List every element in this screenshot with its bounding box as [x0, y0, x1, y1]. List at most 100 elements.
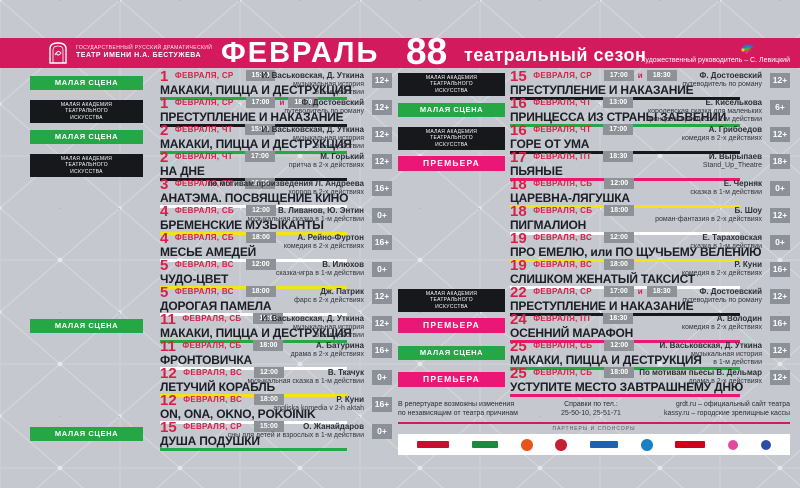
time-badges: 12:00 [245, 205, 276, 222]
date-day: 2 [160, 149, 169, 166]
performance-title: ПИГМАЛИОН [510, 218, 587, 232]
title-underline [510, 394, 740, 397]
performance-genre: фарс в 2-х действиях [294, 296, 364, 304]
date-line: 11 ФЕВРАЛЯ, СБ 12:00 [160, 312, 392, 327]
time-badge: 17:00 [244, 151, 275, 162]
sponsor-navy-mark-icon [760, 439, 771, 450]
performance-title: АНАТЭМА. ПОСВЯЩЕНИЕ КИНО [160, 191, 349, 205]
sponsor-blue-wordmark-icon [589, 441, 618, 449]
date-suffix: ФЕВРАЛЯ, ЧТ [172, 125, 233, 134]
performance-title: ПРЕСТУПЛЕНИЕ И НАКАЗАНИЕ [160, 110, 344, 124]
author-zone: Е. Тараховская сказка в 1-м действии [577, 233, 762, 251]
scene-tag-zone [30, 205, 143, 232]
author-zone: В. Ливанов, Ю. Энтин музыкальная сказка … [189, 206, 364, 224]
scene-tag: МАЛАЯ СЦЕНА [30, 130, 143, 144]
performance-title: НА ДНЕ [160, 164, 205, 178]
performance-title: СЛИШКОМ ЖЕНАТЫЙ ТАКСИСТ [510, 272, 695, 286]
time-badge: 15:00 [244, 124, 275, 135]
time-badge: 17:00 [245, 97, 276, 108]
scene-tag: МАЛАЯ АКАДЕМИЯ ТЕАТРАЛЬНОГО ИСКУССТВА [398, 73, 505, 96]
author-zone: Ф. Достоевский путеводитель по роману [577, 287, 762, 305]
schedule-row: 4 ФЕВРАЛЯ, СБ 12:00 БРЕМЕНСКИЕ МУЗЫКАНТЫ … [30, 204, 392, 235]
performance-title: ОСЕННИЙ МАРАФОН [510, 326, 634, 340]
date-day: 18 [510, 176, 527, 193]
author-zone: В. Ткачук музыкальная сказка в 1-м дейст… [189, 368, 364, 386]
author-zone: Е. Киселькова королевская сказка для мал… [577, 98, 762, 125]
header-bar: ГОСУДАРСТВЕННЫЙ РУССКИЙ ДРАМАТИЧЕСКИЙ ТЕ… [0, 33, 800, 70]
author-zone: Дж. Патрик фарс в 2-х действиях [189, 287, 364, 305]
website-info: grdt.ru – официальный сайт театра kassy.… [663, 401, 790, 418]
date-day: 19 [510, 230, 527, 247]
author-zone: По мотивам пьесы В. Дельмар драма в 2-х … [577, 368, 762, 386]
sponsor-red-circle-icon [555, 438, 568, 451]
schedule-row: 5 ФЕВРАЛЯ, ВС 18:00 ДОРОГАЯ ПАМЕЛА Дж. Па… [30, 285, 392, 316]
title-underline [160, 448, 347, 451]
date-suffix: ФЕВРАЛЯ, СБ [530, 179, 593, 188]
performance-author: Е. Киселькова [705, 98, 762, 107]
performance-genre: хоррор в 2-х действиях [288, 188, 364, 196]
date-day: 16 [510, 122, 527, 139]
time-badge: 17:00 [603, 124, 634, 135]
season-label: театральный сезон [464, 45, 647, 65]
performance-author: И. Вырыпаев [708, 152, 762, 161]
performance-title: МЕСЬЕ АМЕДЕЙ [160, 245, 257, 259]
performance-genre: сказка-игра в 1-м действии [275, 269, 364, 277]
time-badge: 12:00 [253, 313, 284, 324]
date-suffix: ФЕВРАЛЯ, ЧТ [530, 98, 592, 107]
schedule-row: МАЛАЯ СЦЕНА 1 ФЕВРАЛЯ, СР 15:00 МАКАКИ, П… [30, 68, 392, 100]
performance-genre: комедия в 2-х действиях [283, 242, 364, 250]
performance-genre: сказка в 1-м действии [690, 242, 762, 250]
scene-tag-zone: МАЛАЯ СЦЕНА [30, 70, 143, 97]
sponsor-red-banner-icon [675, 441, 706, 449]
performance-author: И. Васьковская, Д. Уткина [261, 125, 364, 134]
author-zone: Е. Черняк сказка в 1-м действии [577, 179, 762, 197]
time-badge: 18:00 [245, 286, 276, 297]
performance-author: В. Ливанов, Ю. Энтин [278, 206, 364, 215]
time-badges: 18:30 [245, 178, 275, 195]
time-badges: 18:30 [603, 151, 634, 168]
performance-genre: музыкальная история в 1-м действии [691, 350, 762, 367]
author-zone: Б. Шоу роман-фантазия в 2-х действиях [577, 206, 762, 224]
date-suffix: ФЕВРАЛЯ, ВС [530, 260, 593, 269]
time-badges: 18:00 [245, 232, 276, 249]
performance-author: Е. Тараховская [702, 233, 762, 242]
age-rating-badge: 12+ [372, 100, 392, 115]
time-badges: 15:00 [245, 70, 276, 87]
performance-author: Р. Куни [336, 395, 364, 404]
date-suffix: ФЕВРАЛЯ, СБ [179, 341, 242, 350]
age-rating-badge: 16+ [770, 262, 790, 277]
date-day: 1 [160, 68, 169, 85]
time-badges: 12:00 [604, 340, 635, 357]
date-suffix: ФЕВРАЛЯ, ЧТ [530, 125, 592, 134]
author-zone: Р. Куни angliska komedia v 2-h aktah [189, 395, 364, 413]
footer: В репертуаре возможны изменения по незав… [398, 400, 790, 456]
time-badge: 13:00 [603, 97, 634, 108]
scene-tag-zone: МАЛАЯ СЦЕНА [30, 124, 143, 151]
scene-tag: МАЛАЯ СЦЕНА [30, 427, 143, 441]
scene-tag-zone: МАЛАЯ СЦЕНА [398, 97, 505, 124]
time-badge: 18:30 [245, 178, 275, 189]
scene-tag-zone: МАЛАЯ СЦЕНА [398, 340, 505, 367]
title-underline [160, 367, 347, 370]
performance-title: ПРИНЦЕССА ИЗ СТРАНЫ ЗАБВЕНИИ [510, 110, 727, 124]
performance-entry: 11 ФЕВРАЛЯ, СБ 12:00 МАКАКИ, ПИЦЦА И ДЕСТ… [160, 312, 392, 343]
age-rating-badge: 12+ [770, 208, 790, 223]
scene-tag: МАЛАЯ СЦЕНА [30, 76, 143, 90]
scene-tag-zone: ПРЕМЬЕРА [398, 367, 505, 394]
scene-tag-zone [30, 232, 143, 259]
performance-entry: 25 ФЕВРАЛЯ, СБ 18:00 УСТУПИТЕ МЕСТО ЗАВТР… [510, 366, 790, 397]
time-badge: 18:00 [604, 205, 635, 216]
date-suffix: ФЕВРАЛЯ, СР [530, 287, 592, 296]
date-day: 18 [510, 203, 527, 220]
performance-author: А. Батурина [316, 341, 364, 350]
schedule-row: МАЛАЯ СЦЕНА 16 ФЕВРАЛЯ, ЧТ 13:00 ПРИНЦЕСС… [398, 96, 790, 127]
date-line: 2 ФЕВРАЛЯ, ЧТ 17:00 [160, 149, 392, 166]
date-suffix: ФЕВРАЛЯ, ВС [530, 233, 593, 242]
season-number: 88 [406, 31, 448, 72]
performance-title: ЦАРЕВНА-ЛЯГУШКА [510, 191, 630, 205]
time-badge: 12:00 [604, 232, 634, 243]
time-badges: 18:00 [604, 205, 635, 222]
performance-author: А. Грибоедов [708, 125, 762, 134]
date-day: 12 [160, 365, 177, 382]
time-badges: 12:00 [253, 313, 284, 330]
